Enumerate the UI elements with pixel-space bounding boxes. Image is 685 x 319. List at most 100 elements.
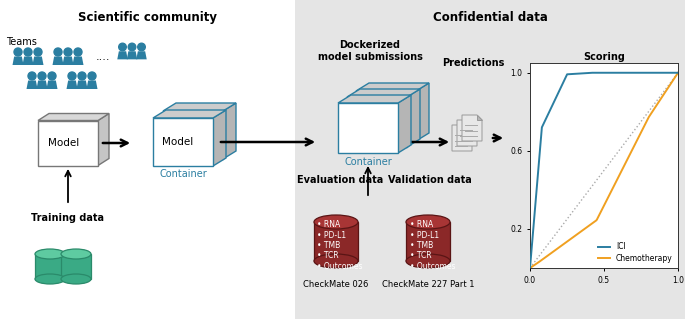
- Title: Scoring: Scoring: [583, 52, 625, 62]
- Chemotherapy: [614, 177, 622, 181]
- Bar: [338, 103, 398, 153]
- Bar: [406, 222, 450, 261]
- Bar: [61, 254, 91, 279]
- Ellipse shape: [35, 249, 65, 259]
- Polygon shape: [127, 51, 137, 59]
- Text: CheckMate 227 Part 1: CheckMate 227 Part 1: [382, 280, 474, 289]
- Text: Dockerized
model submissions: Dockerized model submissions: [318, 40, 423, 62]
- Polygon shape: [163, 103, 236, 111]
- Bar: [314, 222, 358, 261]
- Ellipse shape: [314, 215, 358, 229]
- Polygon shape: [36, 80, 47, 89]
- Circle shape: [28, 72, 36, 80]
- Circle shape: [48, 72, 56, 80]
- Ellipse shape: [406, 254, 450, 268]
- Text: Scientific community: Scientific community: [79, 11, 218, 24]
- Polygon shape: [457, 120, 477, 146]
- Polygon shape: [38, 114, 109, 121]
- Bar: [356, 91, 416, 141]
- Polygon shape: [23, 56, 34, 65]
- ICI: [617, 71, 625, 75]
- Polygon shape: [223, 103, 236, 159]
- Polygon shape: [462, 115, 482, 141]
- Polygon shape: [356, 83, 429, 91]
- Polygon shape: [467, 125, 472, 130]
- Legend: ICI, Chemotherapy: ICI, Chemotherapy: [597, 241, 674, 264]
- Polygon shape: [477, 115, 482, 120]
- Circle shape: [68, 72, 76, 80]
- Circle shape: [119, 43, 126, 51]
- Ellipse shape: [61, 274, 91, 284]
- Bar: [347, 97, 407, 147]
- Polygon shape: [53, 56, 64, 65]
- Polygon shape: [398, 95, 411, 153]
- ICI: [660, 71, 669, 75]
- Chemotherapy: [614, 176, 622, 180]
- Bar: [35, 254, 65, 279]
- Text: • PD-L1: • PD-L1: [410, 231, 439, 240]
- Ellipse shape: [61, 249, 91, 259]
- ICI: [587, 71, 595, 75]
- Text: • TCR: • TCR: [317, 251, 338, 261]
- Polygon shape: [407, 89, 420, 147]
- Circle shape: [38, 72, 46, 80]
- Text: • Outcomes: • Outcomes: [410, 262, 456, 271]
- Circle shape: [64, 48, 72, 56]
- Polygon shape: [32, 56, 44, 65]
- Circle shape: [54, 48, 62, 56]
- Polygon shape: [136, 51, 147, 59]
- Polygon shape: [86, 80, 97, 89]
- Text: Evaluation data: Evaluation data: [297, 175, 383, 185]
- Line: ICI: ICI: [530, 73, 678, 268]
- Chemotherapy: [526, 266, 534, 270]
- Text: • TMB: • TMB: [410, 241, 433, 250]
- Text: • TMB: • TMB: [317, 241, 340, 250]
- ICI: [674, 71, 682, 75]
- Text: • RNA: • RNA: [317, 220, 340, 229]
- Chemotherapy: [651, 106, 659, 110]
- Bar: [153, 118, 213, 166]
- Chemotherapy: [616, 171, 625, 174]
- ICI: [614, 71, 622, 75]
- ICI: [651, 71, 660, 75]
- Bar: [38, 121, 98, 166]
- Polygon shape: [77, 80, 88, 89]
- Circle shape: [128, 43, 136, 51]
- Text: Model: Model: [49, 138, 79, 148]
- Ellipse shape: [314, 254, 358, 268]
- Text: Predictions: Predictions: [442, 58, 504, 68]
- Text: Container: Container: [159, 169, 207, 179]
- Bar: [295, 0, 685, 319]
- ICI: [526, 266, 534, 270]
- Circle shape: [14, 48, 22, 56]
- Polygon shape: [213, 110, 226, 166]
- Bar: [163, 111, 223, 159]
- Ellipse shape: [35, 274, 65, 284]
- Text: ....: ....: [96, 52, 110, 62]
- Circle shape: [88, 72, 96, 80]
- Text: • RNA: • RNA: [410, 220, 433, 229]
- Text: • TCR: • TCR: [410, 251, 432, 261]
- Polygon shape: [47, 80, 58, 89]
- Text: CheckMate 026: CheckMate 026: [303, 280, 369, 289]
- Text: Model: Model: [162, 137, 194, 147]
- Polygon shape: [117, 51, 127, 59]
- Line: Chemotherapy: Chemotherapy: [530, 73, 678, 268]
- Text: • Outcomes: • Outcomes: [317, 262, 362, 271]
- Ellipse shape: [406, 215, 450, 229]
- Polygon shape: [472, 120, 477, 125]
- Text: Confidential data: Confidential data: [432, 11, 547, 24]
- Chemotherapy: [674, 71, 682, 75]
- Text: Teams: Teams: [6, 37, 37, 47]
- Polygon shape: [27, 80, 38, 89]
- Bar: [0, 0, 295, 319]
- Circle shape: [34, 48, 42, 56]
- Polygon shape: [347, 89, 420, 97]
- Polygon shape: [12, 56, 23, 65]
- Circle shape: [24, 48, 32, 56]
- Polygon shape: [416, 83, 429, 141]
- Polygon shape: [62, 56, 73, 65]
- Polygon shape: [98, 114, 109, 166]
- Chemotherapy: [526, 266, 534, 270]
- Polygon shape: [66, 80, 77, 89]
